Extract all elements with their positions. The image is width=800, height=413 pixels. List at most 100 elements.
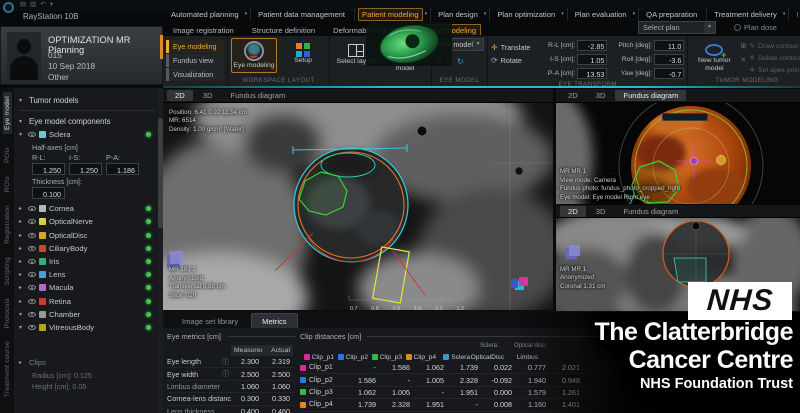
visibility-eye-icon[interactable] <box>28 245 36 251</box>
tumor-option[interactable]: ✛ Set apex point <box>749 66 800 75</box>
is-field[interactable]: 1.05 <box>577 53 608 65</box>
sidebar-vertical-tab[interactable]: Registration <box>3 204 11 244</box>
measured-column-header[interactable]: Measured <box>231 345 264 356</box>
visibility-eye-icon[interactable] <box>28 272 36 278</box>
delete-icon[interactable]: ✕ <box>740 57 747 64</box>
component-row[interactable]: ▾ Chamber <box>19 308 156 321</box>
select-layout-button[interactable]: Select layout <box>333 38 379 69</box>
clip-column-header[interactable]: Clip_p1 <box>300 354 334 361</box>
view-tab[interactable]: 2D <box>568 91 578 100</box>
fundus-image[interactable]: MR MR 1 View mode: Camera Fundus photo: fu… <box>556 103 800 204</box>
titlebar-icon[interactable]: ▥ <box>30 1 37 8</box>
visibility-eye-icon[interactable] <box>28 206 36 212</box>
menu-tab[interactable]: Treatment delivery ▾ <box>707 7 790 21</box>
workspace-tab[interactable]: Visualization <box>166 68 224 81</box>
chevron-right-icon[interactable]: ▸ <box>19 298 23 305</box>
chevron-right-icon[interactable]: ▸ <box>19 285 23 292</box>
view-tab[interactable]: 2D <box>560 205 586 217</box>
eye-model-components-header[interactable]: ▾ Eye model components <box>19 116 111 126</box>
translate-radio[interactable]: ✛ Translate <box>490 43 531 52</box>
view-tab[interactable]: 3D <box>595 91 606 100</box>
table-row[interactable]: Eye length ⓘ 2.300 2.319 <box>167 356 295 369</box>
view-tab[interactable]: Fundus diagram <box>615 90 687 101</box>
roll-field[interactable]: -3.6 <box>654 53 685 65</box>
clip-column-header[interactable]: Clip_p3 <box>368 354 402 361</box>
tumor-option[interactable]: ✕ Delete contour <box>749 54 800 63</box>
sclera-pa-field[interactable]: 1.186 <box>106 163 139 176</box>
table-row[interactable]: Lens thickness 0.400 0.460 <box>167 406 295 413</box>
clip-column-header[interactable]: OpticalDisc <box>470 354 504 361</box>
titlebar-icon[interactable]: ▾ <box>49 1 54 8</box>
view-tab[interactable]: 2D <box>167 90 193 101</box>
workspace-tab[interactable]: Eye modeling <box>166 40 224 53</box>
copy-icon[interactable]: ⊞ <box>740 43 747 50</box>
sidebar-vertical-tab[interactable]: Treatment course <box>3 341 11 398</box>
chevron-down-icon[interactable]: ▾ <box>704 22 715 33</box>
chevron-right-icon[interactable]: ▸ <box>19 259 23 266</box>
visibility-eye-icon[interactable] <box>28 132 36 138</box>
setup-button[interactable]: Setup <box>280 38 326 68</box>
sclera-rl-field[interactable]: 1.250 <box>32 163 65 176</box>
sidebar-vertical-tab[interactable]: ROIs <box>3 175 11 192</box>
rotate-radio[interactable]: ⟳ Rotate <box>490 56 522 65</box>
chevron-down-icon[interactable]: ▾ <box>19 132 23 139</box>
menu-tab[interactable]: Plan design ▾ <box>431 7 491 21</box>
sidebar-vertical-tab[interactable]: Scripting <box>3 256 11 286</box>
submenu-tab[interactable]: Structure definition <box>251 25 316 35</box>
table-row[interactable]: Cornea-lens distanceⓘ 0.300 0.330 <box>167 393 295 406</box>
pitch-field[interactable]: 11.0 <box>654 39 685 51</box>
table-row[interactable]: Limbus diameter 1.060 1.060 <box>167 381 295 394</box>
titlebar-icon[interactable]: ▤ <box>20 1 27 8</box>
component-row[interactable]: ▸ Cornea <box>19 202 156 215</box>
scrollbar-thumb[interactable] <box>158 118 163 228</box>
yaw-field[interactable]: -0.7 <box>654 67 685 79</box>
table-row[interactable]: Eye width ⓘ 2.500 2.500 <box>167 368 295 381</box>
bottom-tab[interactable]: Metrics <box>251 313 298 328</box>
menu-tab[interactable]: Patient modeling ▾ <box>355 7 432 21</box>
chevron-right-icon[interactable]: ▸ <box>19 206 23 213</box>
sclera-thickness-field[interactable]: 0.100 <box>32 187 65 200</box>
submenu-tab[interactable]: Image registration <box>173 25 234 35</box>
titlebar-icon[interactable]: ↶ <box>40 1 46 8</box>
sclera-is-field[interactable]: 1.250 <box>69 163 102 176</box>
view-tab[interactable]: 3D <box>595 206 606 216</box>
visibility-eye-icon[interactable] <box>28 219 36 225</box>
component-row[interactable]: ▸ Macula <box>19 281 156 294</box>
actual-column-header[interactable]: Actual <box>262 345 293 356</box>
eye-modeling-button[interactable]: Eye modeling <box>231 38 277 73</box>
component-row[interactable]: ▸ OpticalNerve <box>19 215 156 228</box>
chevron-right-icon[interactable]: ▾ <box>19 311 23 318</box>
rl-field[interactable]: -2.85 <box>577 39 608 51</box>
new-tumor-model-button[interactable]: + New tumor model <box>691 38 737 75</box>
sidebar-scrollbar[interactable] <box>158 88 163 413</box>
workspace-tab[interactable]: Fundus view <box>166 54 224 67</box>
info-icon[interactable]: ⓘ <box>222 358 229 366</box>
mr-transversal-image[interactable]: Position: 6.41 0.92 11.54 cm MR: 6514 Dens… <box>163 103 553 310</box>
sidebar-vertical-tab[interactable]: Eye model <box>2 92 12 134</box>
view-tab[interactable]: Fundus diagram <box>623 206 679 216</box>
component-row[interactable]: ▸ Iris <box>19 255 156 268</box>
plan-dose-toggle[interactable]: Plan dose <box>734 23 777 32</box>
visibility-eye-icon[interactable] <box>28 259 36 265</box>
submenu-tab[interactable]: Eye modeling <box>421 22 485 35</box>
menu-tab[interactable]: Regimen template specification <box>789 8 798 21</box>
visibility-eye-icon[interactable] <box>28 298 36 304</box>
menu-tab[interactable]: Plan evaluation ▾ <box>568 7 640 21</box>
component-row[interactable]: ▸ Lens <box>19 268 156 281</box>
chevron-right-icon[interactable]: ▾ <box>19 324 23 331</box>
view-tab[interactable]: 3D <box>202 91 213 100</box>
visibility-eye-icon[interactable] <box>28 311 36 317</box>
component-row[interactable]: ▸ OpticalDisc <box>19 229 156 242</box>
component-row[interactable]: ▸ CiliaryBody <box>19 242 156 255</box>
refresh-eye-icon[interactable]: ↻ <box>456 57 464 66</box>
chevron-right-icon[interactable]: ▸ <box>19 232 23 239</box>
patient-banner[interactable]: OPTIMIZATION MR Planning 015 10 Sep 2018… <box>0 26 163 85</box>
menu-tab[interactable]: QA preparation <box>639 7 708 21</box>
component-row[interactable]: ▸ Retina <box>19 295 156 308</box>
visibility-eye-icon[interactable] <box>28 324 36 330</box>
menu-tab[interactable]: Automated planning ▾ <box>164 7 252 21</box>
chevron-right-icon[interactable]: ▸ <box>19 245 23 252</box>
select-plan-dropdown[interactable]: Select plan ▾ <box>638 21 716 34</box>
clip-column-header[interactable]: Clip_p2 <box>334 354 368 361</box>
component-row[interactable]: ▾ VitreousBody <box>19 321 156 334</box>
